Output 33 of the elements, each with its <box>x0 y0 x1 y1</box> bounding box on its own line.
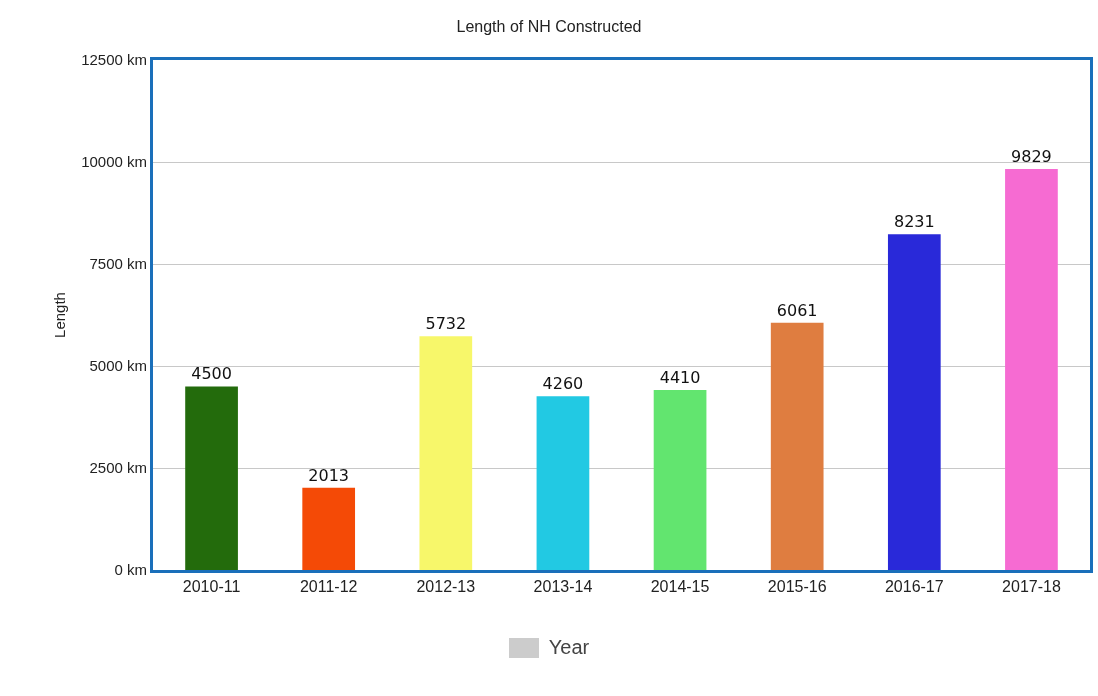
bar <box>653 390 707 570</box>
x-tick-label: 2010-11 <box>182 578 241 596</box>
data-label: 4260 <box>542 374 584 394</box>
y-tick-label: 2500 km <box>89 459 147 477</box>
data-label: 6061 <box>776 300 818 320</box>
text: Year <box>548 636 590 659</box>
data-label: 5732 <box>425 314 467 334</box>
bar <box>770 322 824 570</box>
y-axis-title: Length <box>51 292 69 338</box>
y-tick-label: 7500 km <box>89 255 147 273</box>
data-label: 4500 <box>191 364 232 384</box>
bar <box>1005 168 1058 570</box>
x-tick-label: 2014-15 <box>650 578 710 596</box>
y-tick-label: 0 km <box>114 561 147 579</box>
x-tick-label: 2011-12 <box>299 578 358 596</box>
data-label: 4410 <box>659 368 701 388</box>
x-tick-label: 2017-18 <box>1002 578 1061 596</box>
y-tick-label: 5000 km <box>89 357 147 375</box>
data-label: 8231 <box>893 212 935 232</box>
x-tick-label: 2012-13 <box>416 578 476 596</box>
x-tick-label: 2013-14 <box>533 578 593 596</box>
bar <box>302 487 356 570</box>
y-tick-label: 10000 km <box>81 153 147 171</box>
chart-title: Length of NH Constructed <box>456 18 642 36</box>
x-tick-label: 2015-16 <box>767 578 827 596</box>
bar <box>887 234 941 570</box>
bar <box>419 336 473 570</box>
y-tick-label: 12500 km <box>81 51 147 69</box>
x-tick-label: 2016-17 <box>884 578 944 596</box>
bar <box>185 386 238 570</box>
bar <box>536 396 590 570</box>
data-label: 2013 <box>308 465 350 485</box>
data-label: 9829 <box>1011 146 1052 166</box>
